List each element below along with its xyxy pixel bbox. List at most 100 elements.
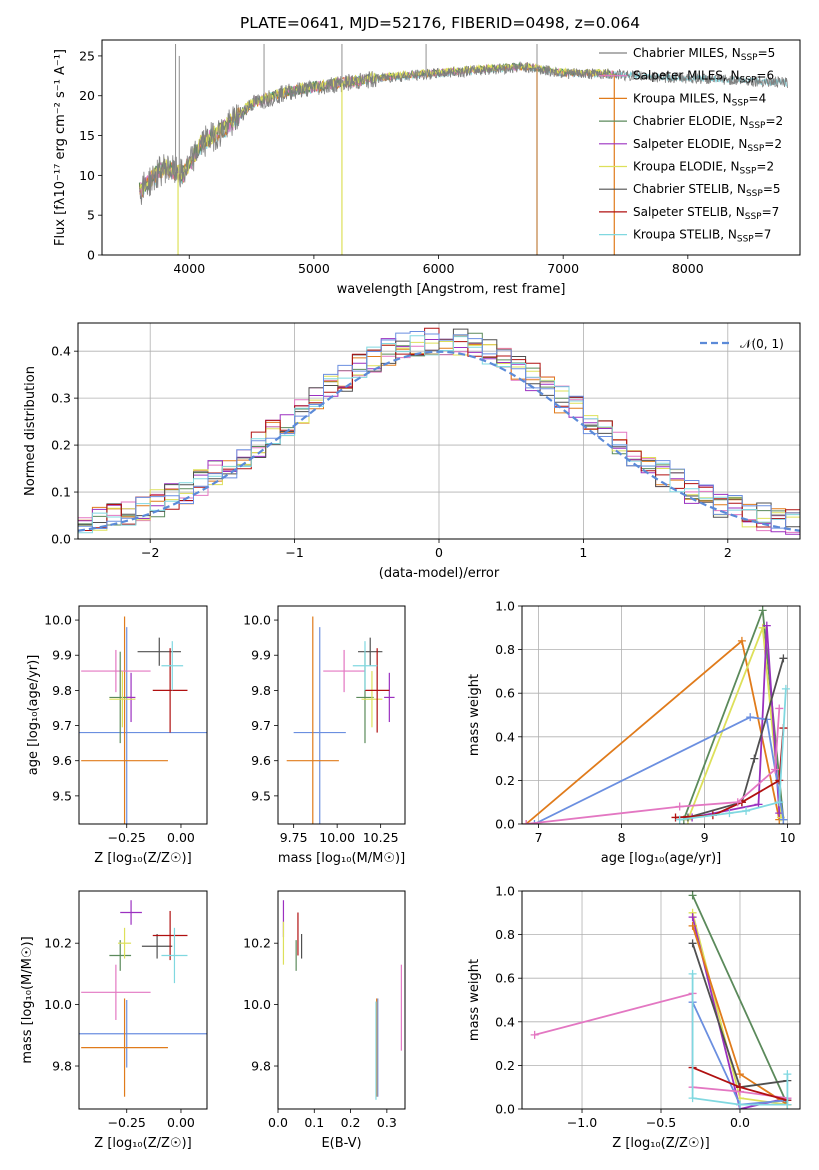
weight-marker bbox=[758, 606, 767, 615]
errorbar-point bbox=[81, 964, 151, 1020]
weight-marker bbox=[733, 798, 742, 807]
weight-line bbox=[675, 728, 785, 819]
errorbar-point bbox=[81, 649, 151, 693]
x-tick-label: −0.25 bbox=[108, 1115, 146, 1130]
plot-area bbox=[282, 900, 402, 1100]
y-tick-label: 9.8 bbox=[251, 1059, 271, 1074]
y-tick-label: 5 bbox=[87, 208, 95, 223]
errorbar-point bbox=[81, 998, 168, 1097]
y-tick-label: 10.2 bbox=[243, 936, 271, 951]
x-tick-label: 1 bbox=[579, 545, 587, 560]
weight-marker bbox=[775, 776, 784, 785]
y-tick-label: 0.0 bbox=[495, 817, 515, 832]
axes-frame bbox=[77, 322, 801, 540]
weight-marker bbox=[735, 1100, 744, 1109]
x-tick-label: 10 bbox=[780, 830, 796, 845]
weight-marker bbox=[783, 1070, 792, 1079]
errorbar-point bbox=[126, 672, 136, 723]
model-spectrum bbox=[138, 63, 788, 197]
x-tick-label: −2 bbox=[141, 545, 159, 560]
y-tick-label: 10.0 bbox=[243, 613, 271, 628]
axes-frame bbox=[521, 890, 801, 1110]
y-axis-label: mass weight bbox=[467, 959, 482, 1041]
panel-residuals: −2 −1 0 1 2 0.0 0.1 0.2 0.3 0.4 (data-model)/error… bbox=[23, 322, 801, 581]
y-tick-label: 10.0 bbox=[44, 997, 72, 1012]
errorbar-point bbox=[79, 627, 207, 824]
panel-spectrum: 4000 5000 6000 7000 8000 0 5 10 15 20 25 wavelength… bbox=[53, 39, 801, 297]
x-tick-label: −1 bbox=[285, 545, 303, 560]
x-axis-label: Z [log₁₀(Z/Z☉)] bbox=[94, 1136, 191, 1151]
legend-subscript: SSP bbox=[746, 189, 763, 199]
x-tick-label: 0.3 bbox=[377, 1115, 397, 1130]
x-tick-label: 6000 bbox=[423, 261, 455, 276]
legend-label: Kroupa MILES, NSSP=4 bbox=[633, 91, 766, 108]
y-tick-label: 0.0 bbox=[51, 532, 71, 547]
legend-label: Kroupa ELODIE, NSSP=2 bbox=[633, 160, 774, 177]
y-tick-label: 9.8 bbox=[52, 683, 72, 698]
y-tick-label: 0.3 bbox=[51, 391, 71, 406]
x-axis-label: age [log₁₀(age/yr)] bbox=[601, 851, 722, 866]
legend-name: Salpeter MILES, N bbox=[633, 69, 740, 83]
legend-nssp: =5 bbox=[763, 182, 781, 196]
y-tick-label: 1.0 bbox=[495, 599, 515, 614]
x-axis-label: Z [log₁₀(Z/Z☉)] bbox=[612, 1136, 709, 1151]
panels: 4000 5000 6000 7000 80000510152025wavelength… bbox=[20, 39, 801, 1151]
legend-subscript: SSP bbox=[749, 121, 766, 131]
axes-frame bbox=[277, 890, 406, 1110]
model-spectrum bbox=[139, 62, 614, 195]
x-axis-label: (data-model)/error bbox=[379, 566, 500, 581]
y-tick-label: 0.4 bbox=[495, 729, 515, 744]
errorbar-point bbox=[79, 1000, 207, 1068]
weight-marker bbox=[675, 815, 684, 824]
x-tick-label: 7 bbox=[535, 830, 543, 845]
x-tick-label: 0.0 bbox=[268, 1115, 288, 1130]
weight-line bbox=[687, 658, 785, 819]
errorbar-point bbox=[161, 641, 184, 691]
weight-marker bbox=[725, 809, 734, 818]
x-tick-label: 0.2 bbox=[341, 1115, 361, 1130]
y-tick-label: 9.6 bbox=[52, 753, 72, 768]
figure-title: PLATE=0641, MJD=52176, FIBERID=0498, z=0… bbox=[240, 14, 640, 32]
y-tick-label: 9.6 bbox=[251, 753, 271, 768]
panel-mass_vs_Z: −0.25 0.00 9.8 10.0 10.2 Z [log₁₀(Z/Z☉)] mass … bbox=[20, 890, 208, 1151]
y-tick-label: 0.2 bbox=[51, 438, 71, 453]
legend-subscript: SSP bbox=[740, 76, 757, 86]
y-tick-label: 25 bbox=[79, 48, 95, 63]
legend-subscript: SSP bbox=[745, 212, 762, 222]
errorbar-point bbox=[152, 910, 188, 961]
weight-marker bbox=[688, 921, 697, 930]
x-tick-label: −1.0 bbox=[567, 1115, 597, 1130]
errorbar-point bbox=[293, 627, 346, 824]
y-axis-label: mass [log₁₀(M/M☉)] bbox=[20, 936, 35, 1063]
legend-label: 𝒩(0, 1) bbox=[740, 337, 784, 351]
weight-marker bbox=[530, 1030, 539, 1039]
y-tick-label: 0.8 bbox=[495, 927, 515, 942]
x-axis-label: E(B-V) bbox=[321, 1136, 361, 1151]
axes-frame bbox=[101, 39, 801, 256]
errorbar-point bbox=[109, 671, 136, 728]
legend-nssp: =2 bbox=[756, 160, 774, 174]
weight-line bbox=[691, 625, 781, 819]
y-tick-label: 9.5 bbox=[251, 788, 271, 803]
legend-name: Salpeter STELIB, N bbox=[633, 205, 745, 219]
axes-frame bbox=[277, 605, 406, 825]
x-axis-label: wavelength [Angstrom, rest frame] bbox=[337, 282, 566, 297]
x-tick-label: 9.75 bbox=[280, 830, 308, 845]
legend-nssp: =4 bbox=[749, 91, 767, 105]
panel-weight_vs_Z: −1.0 −0.5 0.0 0.0 0.2 0.4 0.6 0.8 1.0 Z [log₁₀(Z/… bbox=[467, 884, 801, 1151]
grid bbox=[522, 890, 800, 1110]
y-tick-label: 9.9 bbox=[251, 648, 271, 663]
weight-marker bbox=[522, 820, 531, 824]
weight-marker bbox=[775, 798, 784, 807]
weight-marker bbox=[762, 621, 771, 630]
x-axis-label: mass [log₁₀(M/M☉)] bbox=[278, 851, 405, 866]
x-tick-label: 5000 bbox=[298, 261, 330, 276]
errorbar-point bbox=[323, 649, 365, 693]
weight-marker bbox=[779, 654, 788, 663]
x-tick-label: 0.00 bbox=[167, 1115, 195, 1130]
legend-subscript: SSP bbox=[732, 98, 749, 108]
plot-area bbox=[78, 327, 800, 535]
weight-marker bbox=[758, 623, 767, 632]
x-tick-label: 0.1 bbox=[304, 1115, 324, 1130]
